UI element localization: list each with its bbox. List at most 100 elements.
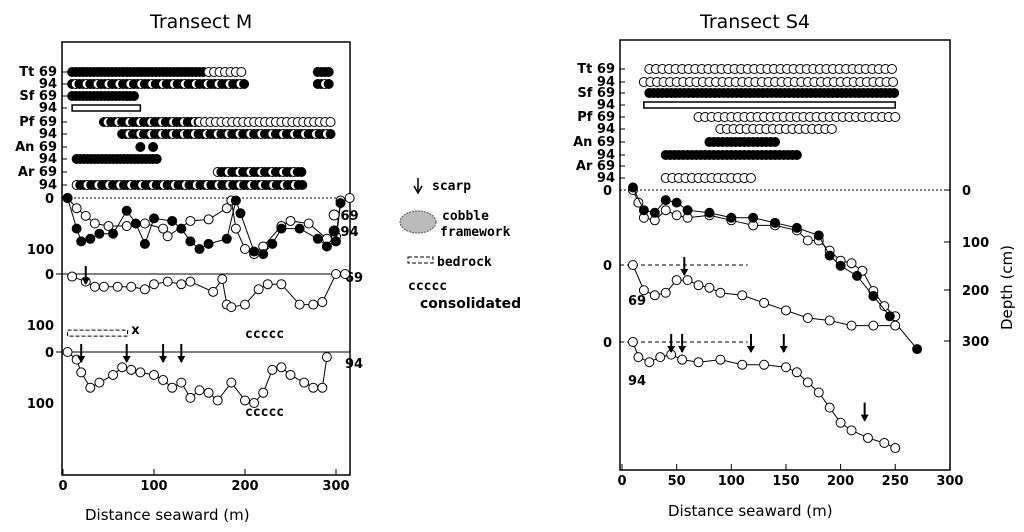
profile-point-94 [308,382,319,393]
profile-point-69 [308,299,319,310]
profile-point-94 [62,347,73,357]
legend-consolidated: consolidated [420,296,521,312]
profile-point-94 [240,395,250,406]
profile-point-69 [139,284,150,295]
profile-point-94 [285,369,296,380]
profile-point-94 [258,387,269,398]
profile-point-69 [671,210,682,221]
profile-point-94 [671,197,682,208]
profile-point-94 [677,354,688,365]
profile-point-69 [112,281,123,292]
profile-point-94 [331,236,341,247]
bedrock-mark: x [131,323,140,338]
profile-point-94 [117,362,128,373]
species-row-label: 94 [39,101,57,116]
species-row-label: 94 [597,98,615,113]
profile-point-94 [212,395,223,406]
legend-marker-94 [328,225,340,237]
profile-point-69 [671,275,682,286]
y-axis-label-right: Depth (cm) [998,245,1016,330]
y-tick-label-right: 300 [962,335,989,350]
profile-point-94 [802,377,813,388]
profile-point-94 [130,218,141,229]
species-row-label: An 69 [573,135,615,150]
profile-point-94 [221,233,232,244]
presence-marker [791,150,802,160]
profile-point-94 [108,369,119,380]
x-tick-label: 150 [772,474,799,489]
species-row-label: 94 [39,127,57,142]
profile-point-94 [167,382,178,393]
presence-marker [239,79,250,89]
profile-point-94 [791,222,802,233]
profile-point-94 [912,344,923,355]
profile-point-94 [276,362,287,373]
profile-line-69 [632,189,896,317]
zero-label: 0 [45,268,54,283]
profile-point-94 [335,198,346,209]
profile-point-69 [98,281,109,292]
profile-point-94 [71,223,82,234]
profile-point-69 [879,301,890,312]
profile-point-94 [267,238,278,249]
profile-point-94 [139,238,150,249]
x-tick-label: 0 [617,474,626,489]
x-tick-label: 300 [936,474,963,489]
profile-point-69 [208,286,219,297]
profile-point-94 [235,208,246,219]
profile-year-label: 94 [345,357,363,372]
x-axis-label-left: Distance seaward (m) [85,506,250,524]
profile-point-69 [149,279,159,290]
species-row-label: Pf 69 [577,110,615,125]
x-tick-label: 250 [882,474,909,489]
profile-point-69 [294,299,305,310]
legend-label-94: 94 [341,225,359,240]
scarp-arrowhead-icon [667,346,676,353]
profile-point-69 [185,276,196,287]
presence-marker [890,112,901,122]
profile-point-69 [89,281,100,292]
profile-point-94 [835,260,846,271]
presence-marker [770,137,781,147]
profile-point-94 [851,270,862,281]
profile-point-69 [203,214,214,225]
profile-point-69 [704,282,715,293]
species-row-label: Tt 69 [19,65,57,80]
profile-point-94 [121,205,132,216]
legend-marker-69 [328,209,340,221]
profile-point-94 [76,236,87,247]
depth-tick-label: 100 [27,243,54,258]
profile-point-94 [167,215,178,226]
species-row-label: 94 [597,148,615,163]
profile-point-94 [862,432,873,443]
profile-point-69 [71,203,82,214]
profile-point-69 [230,223,241,234]
profile-point-94 [890,443,901,454]
profile-point-69 [162,231,173,242]
profile-point-69 [759,297,770,308]
presence-bar [643,101,896,109]
profile-point-94 [203,387,214,398]
presence-marker [323,79,334,89]
profile-point-69 [240,244,250,254]
scarp-arrowhead-icon [779,346,788,353]
presence-marker [323,67,334,77]
profile-point-69 [139,218,150,229]
profile-point-94 [194,244,205,254]
scarp-arrowhead-icon [77,356,86,363]
profile-point-94 [868,291,879,302]
depth-tick-label: 100 [27,319,54,334]
profile-point-94 [158,375,169,386]
profile-point-69 [185,215,196,226]
profile-point-69 [331,269,341,279]
profile-point-69 [846,320,857,331]
profile-point-69 [217,274,228,285]
profile-point-69 [627,260,638,270]
scarp-arrowhead-icon [678,346,687,353]
y-tick-label-right: 200 [962,284,989,299]
profile-point-69 [868,320,879,331]
profile-point-94 [149,369,159,380]
species-row-label: Tt 69 [577,62,615,77]
legend-scarp: scarp [432,179,471,194]
